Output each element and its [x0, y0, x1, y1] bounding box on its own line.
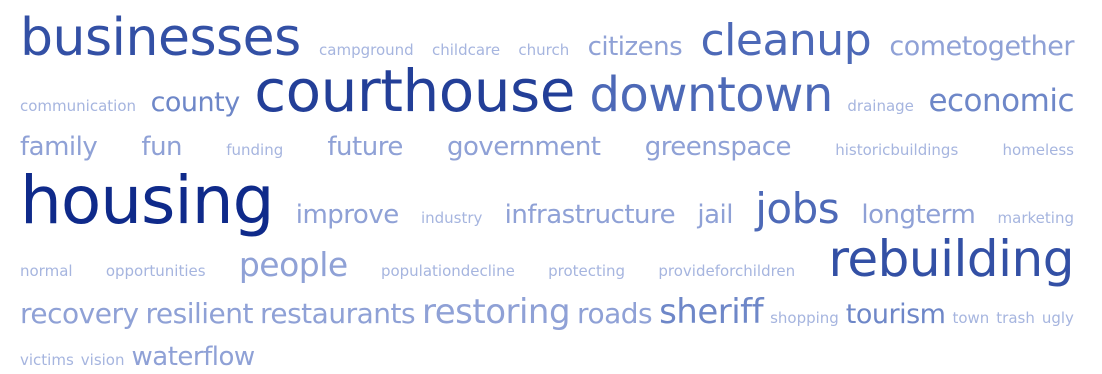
word-ugly: ugly: [1041, 309, 1074, 327]
word-future: future: [327, 132, 403, 162]
word-jobs: jobs: [755, 184, 840, 233]
word-waterflow: waterflow: [131, 342, 256, 372]
word-drainage: drainage: [847, 97, 914, 115]
word-protecting: protecting: [548, 262, 626, 280]
word-cloud-row: victims vision waterflow: [20, 344, 255, 370]
word-improve: improve: [295, 200, 399, 230]
word-normal: normal: [20, 262, 73, 280]
word-cleanup: cleanup: [700, 15, 872, 66]
word-cloud-row: recovery resilient restaurants restoring…: [20, 295, 1074, 329]
word-cloud-row: normal opportunities people populationde…: [20, 234, 1074, 284]
word-tourism: tourism: [845, 299, 946, 330]
word-shopping: shopping: [770, 309, 839, 327]
word-marketing: marketing: [997, 209, 1074, 227]
word-cloud-row: businesses campground childcare church c…: [20, 12, 1074, 64]
word-cloud-row: housing improve industry infrastructure …: [20, 168, 1074, 234]
word-longterm: longterm: [861, 200, 976, 230]
word-victims: victims: [20, 351, 74, 369]
word-historicbuildings: historicbuildings: [835, 141, 959, 159]
word-government: government: [447, 132, 601, 162]
word-cloud-row: communication county courthouse downtown…: [20, 62, 1074, 120]
word-childcare: childcare: [431, 41, 501, 59]
word-citizens: citizens: [587, 32, 683, 62]
word-trash: trash: [996, 309, 1035, 327]
word-restoring: restoring: [422, 292, 571, 332]
word-economic: economic: [928, 83, 1074, 119]
word-cloud-row: family fun funding future government gre…: [20, 134, 1074, 160]
word-recovery: recovery: [20, 297, 139, 330]
word-provideforchildren: provideforchildren: [658, 262, 796, 280]
word-sheriff: sheriff: [659, 292, 764, 332]
word-communication: communication: [20, 97, 137, 115]
word-businesses: businesses: [20, 8, 301, 68]
word-courthouse: courthouse: [254, 57, 575, 125]
word-greenspace: greenspace: [644, 132, 792, 162]
word-family: family: [20, 132, 98, 162]
word-housing: housing: [20, 162, 274, 239]
word-downtown: downtown: [589, 67, 833, 123]
word-cometogether: cometogether: [889, 31, 1074, 62]
word-people: people: [238, 245, 348, 284]
word-populationdecline: populationdecline: [380, 262, 515, 280]
word-infrastructure: infrastructure: [504, 200, 676, 230]
word-vision: vision: [80, 351, 125, 369]
word-homeless: homeless: [1002, 141, 1074, 159]
word-jail: jail: [697, 200, 733, 230]
word-fun: fun: [141, 132, 183, 162]
word-funding: funding: [226, 141, 284, 159]
word-county: county: [150, 87, 241, 118]
word-rebuilding: rebuilding: [828, 230, 1074, 288]
word-town: town: [952, 309, 990, 327]
word-resilient: resilient: [145, 297, 254, 330]
word-campground: campground: [319, 41, 414, 59]
word-industry: industry: [420, 209, 483, 227]
word-roads: roads: [577, 297, 653, 330]
word-opportunities: opportunities: [105, 262, 206, 280]
word-restaurants: restaurants: [259, 297, 416, 330]
word-church: church: [518, 41, 570, 59]
